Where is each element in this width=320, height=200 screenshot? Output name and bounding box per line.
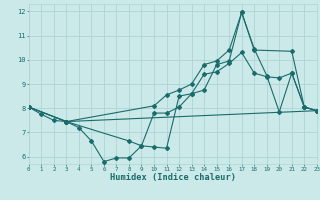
X-axis label: Humidex (Indice chaleur): Humidex (Indice chaleur)	[110, 173, 236, 182]
